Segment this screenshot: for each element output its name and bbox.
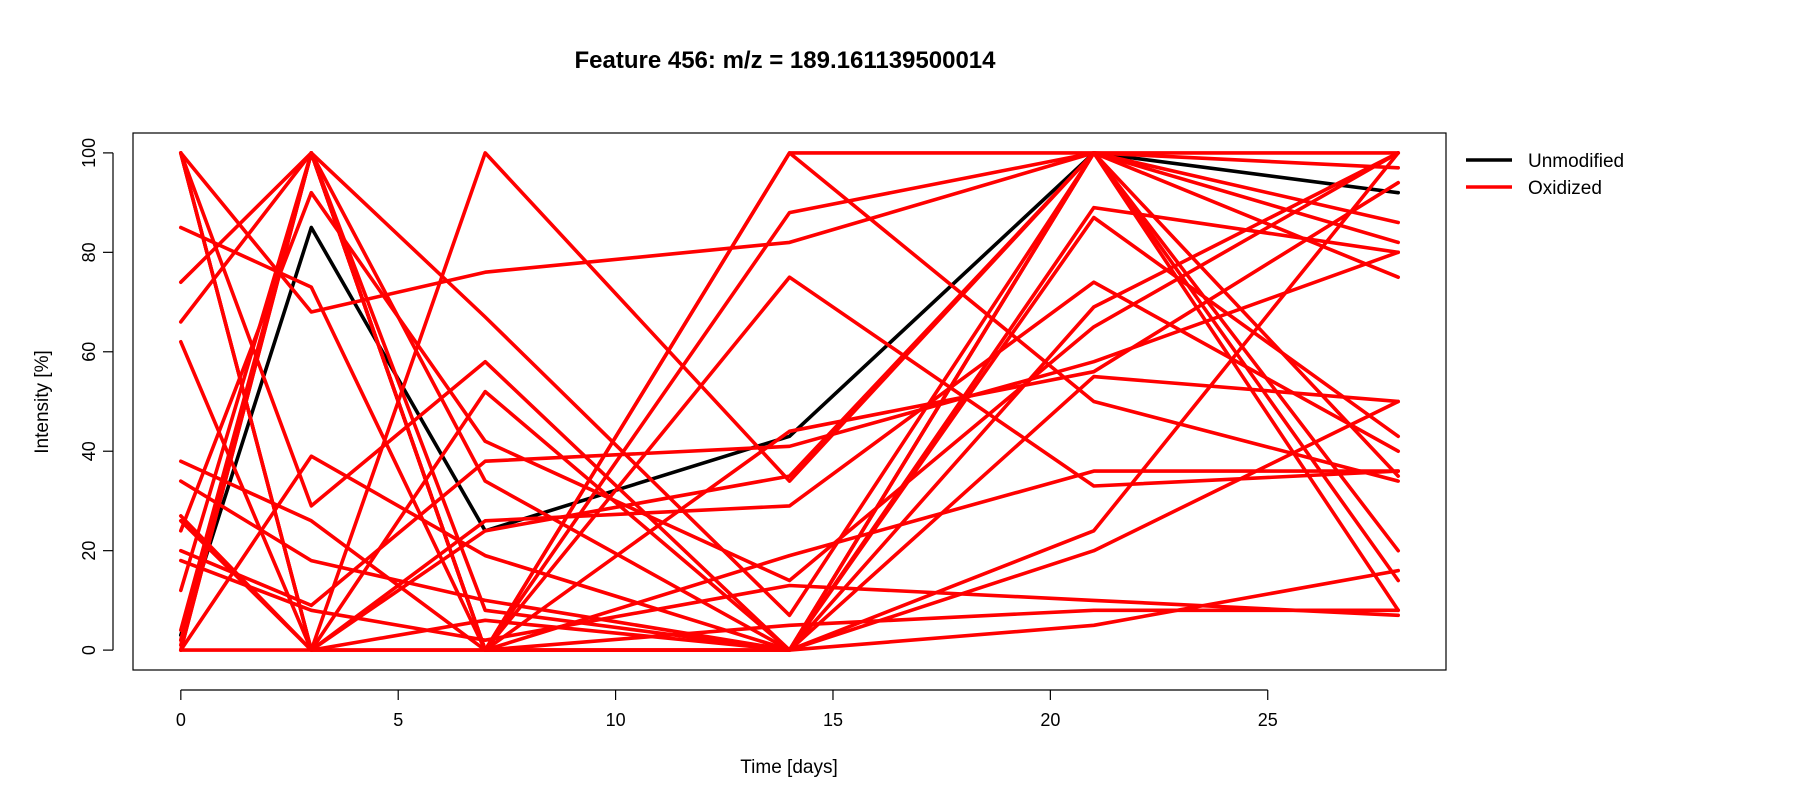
series-line-oxidized-24 — [179, 151, 1400, 652]
y-axis-label: Intensity [%] — [32, 350, 53, 454]
series-line-oxidized-22 — [179, 399, 1400, 652]
series-layer — [179, 151, 1400, 652]
x-tick-label: 5 — [393, 710, 403, 730]
x-axis: 0 5 10 15 20 25 — [176, 689, 1278, 730]
x-tick-label: 15 — [823, 710, 843, 730]
series-line-oxidized-17 — [179, 151, 1400, 652]
x-tick-label: 0 — [176, 710, 186, 730]
legend-label-oxidized: Oxidized — [1528, 178, 1602, 199]
series-line-oxidized-25 — [179, 608, 1400, 652]
x-tick-label: 10 — [606, 710, 626, 730]
x-tick-label: 20 — [1040, 710, 1060, 730]
y-tick-label: 80 — [79, 242, 99, 262]
y-tick-label: 20 — [79, 541, 99, 561]
series-line-oxidized-18 — [179, 558, 1400, 643]
plot-frame — [132, 132, 1447, 671]
series-line-oxidized-16 — [179, 151, 1400, 583]
series-line-oxidized-21 — [179, 151, 1400, 652]
y-tick-label: 60 — [79, 342, 99, 362]
y-tick-label: 100 — [79, 138, 99, 168]
series-line-oxidized-7 — [179, 151, 1400, 652]
series-line-oxidized-4 — [179, 151, 1400, 652]
legend: Unmodified Oxidized — [1466, 151, 1624, 199]
chart-title: Feature 456: m/z = 189.161139500014 — [575, 47, 997, 74]
legend-label-unmodified: Unmodified — [1528, 151, 1624, 172]
y-tick-label: 40 — [79, 441, 99, 461]
series-line-oxidized-13 — [179, 250, 1400, 608]
series-line-unmodified-0 — [179, 151, 1400, 638]
series-line-oxidized-10 — [179, 151, 1400, 314]
x-axis-label: Time [days] — [740, 757, 838, 778]
y-axis: 0 20 40 60 80 100 — [79, 138, 114, 655]
y-tick-label: 0 — [79, 645, 99, 655]
x-tick-label: 25 — [1258, 710, 1278, 730]
series-line-oxidized-8 — [179, 151, 1400, 652]
series-line-oxidized-5 — [179, 151, 1400, 652]
